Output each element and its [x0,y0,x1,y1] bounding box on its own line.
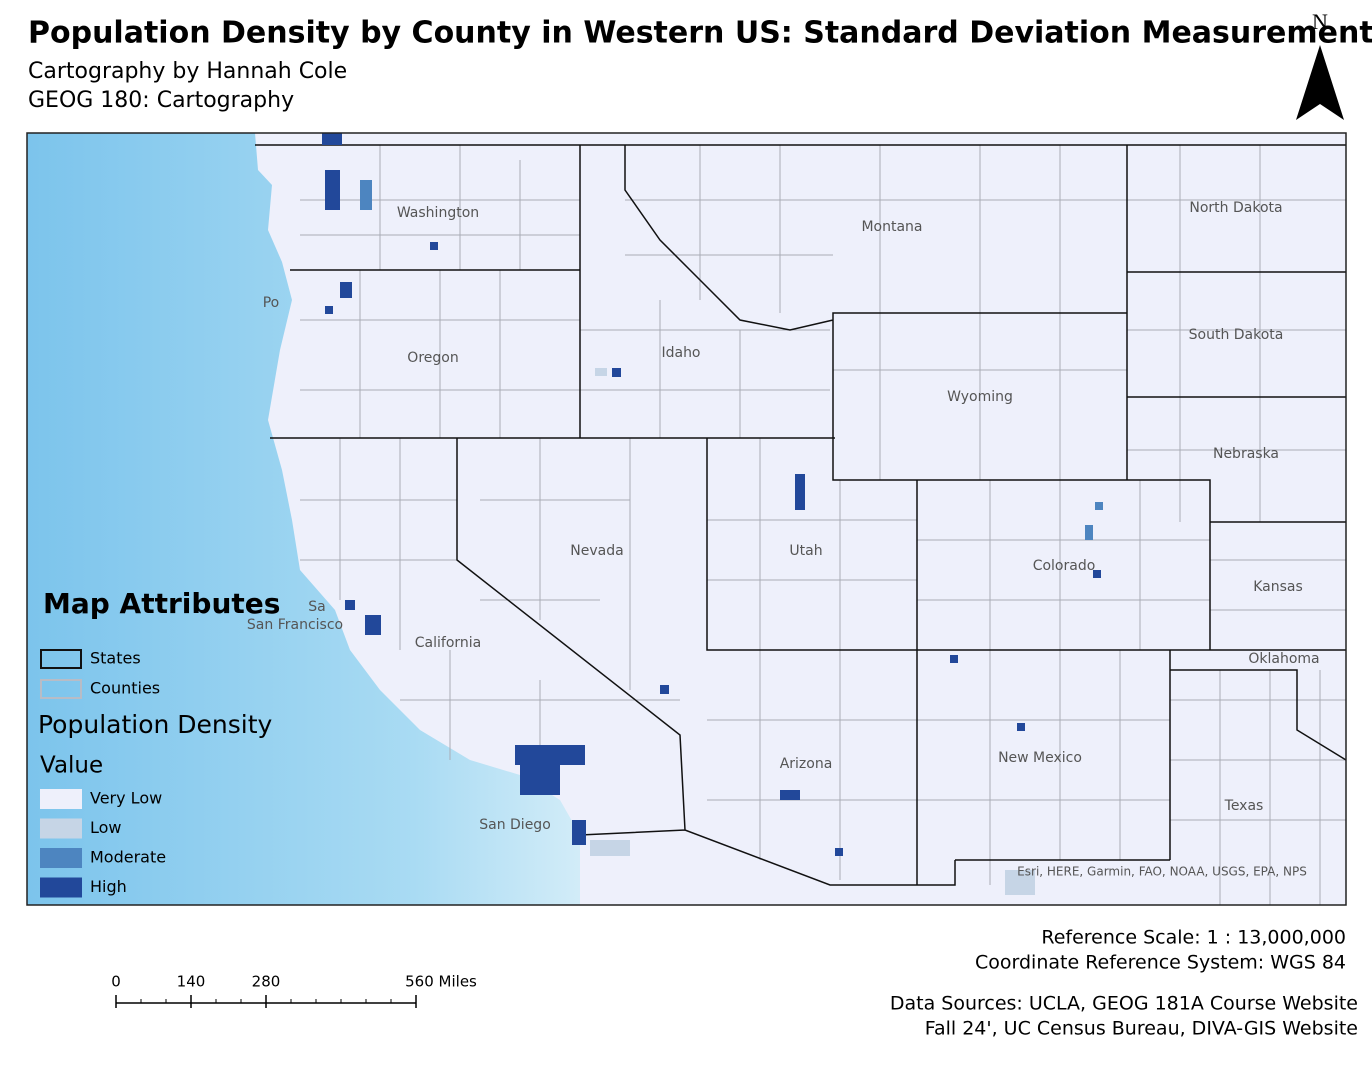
legend-label: States [90,649,141,668]
map-label: Oklahoma [1248,651,1319,667]
legend: Map Attributes Population Density Value … [38,587,280,898]
sources: Data Sources: UCLA, GEOG 181A Course Web… [890,993,1358,1015]
legend-label: Moderate [90,848,166,867]
subtitle: GEOG 180: Cartography [28,88,294,113]
attribution: Esri, HERE, Garmin, FAO, NOAA, USGS, EPA… [1017,865,1307,879]
map-label: Colorado [1033,558,1096,574]
legend-swatch [40,848,82,868]
map-label: Wyoming [947,389,1013,405]
map-label: Arizona [780,756,833,772]
legend-swatch [40,877,82,898]
scale-label: 0 [111,973,121,991]
map-label: Idaho [661,345,700,361]
legend-subheading: Value [40,753,103,779]
density-cells [322,133,1103,895]
scale-bar: 0 140 280 560 Miles [111,973,477,1008]
legend-label: Low [90,818,122,837]
states [255,144,1346,886]
map-label: Texas [1224,798,1264,814]
subtitle: Cartography by Hannah Cole [28,59,347,84]
ocean [27,133,580,905]
map-label: San Diego [479,817,551,833]
north-arrow [1296,45,1344,120]
map-label: Montana [861,219,922,235]
legend-label: Counties [90,679,160,698]
map: Washington Montana North Dakota South Da… [27,133,1346,905]
north-label: N [1312,9,1328,34]
map-label: New Mexico [998,750,1082,766]
map-label: Kansas [1253,579,1303,595]
legend-field: Population Density [38,710,273,739]
crs: Coordinate Reference System: WGS 84 [975,952,1346,974]
map-label: Washington [397,205,479,221]
map-label: South Dakota [1189,327,1284,343]
legend-swatch [40,818,82,839]
legend-title: Map Attributes [43,587,280,620]
map-frame [26,132,1347,906]
legend-swatch [40,789,82,809]
map-label: Sa [308,599,325,615]
map-label: Nebraska [1213,446,1279,462]
map-label: Oregon [407,350,458,366]
legend-label: High [90,877,127,896]
scale-label: 560 Miles [405,973,477,991]
scale-label: 280 [252,973,281,991]
legend-label: Very Low [90,789,162,808]
title: Population Density by County in Western … [28,16,1372,51]
legend-swatch [40,649,82,669]
scale-label: 140 [177,973,206,991]
map-label: Po [263,295,280,311]
sources: Fall 24', UC Census Bureau, DIVA-GIS Web… [925,1018,1358,1040]
map-label: California [415,635,481,651]
map-label: San Francisco [247,617,343,633]
reference-scale: Reference Scale: 1 : 13,000,000 [1041,927,1346,949]
map-label: North Dakota [1189,200,1282,216]
map-label: Nevada [570,543,623,559]
legend-swatch [40,679,82,699]
counties [300,145,1346,905]
map-label: Utah [789,543,822,559]
